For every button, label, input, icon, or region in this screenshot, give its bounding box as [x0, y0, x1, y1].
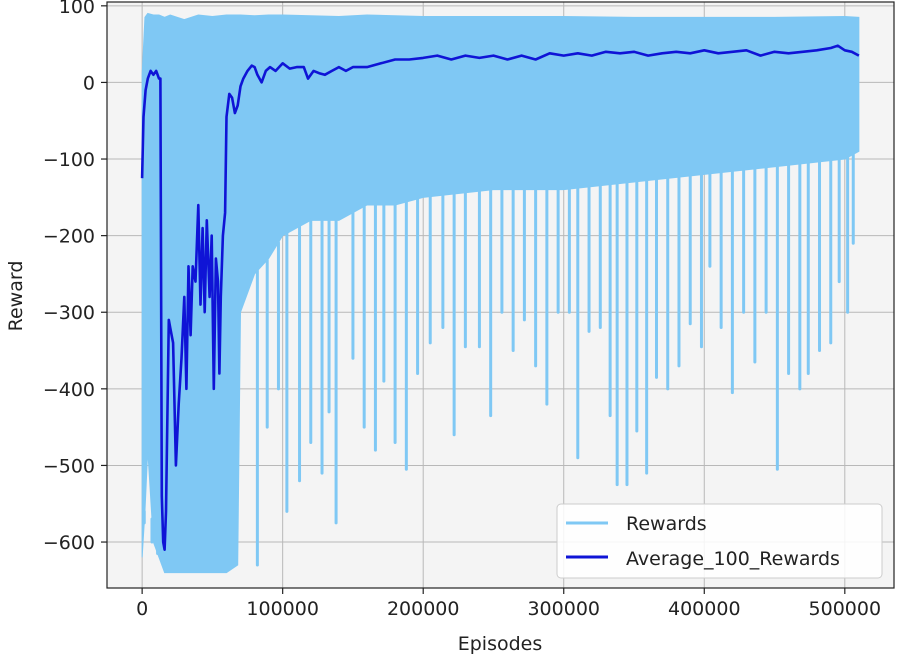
x-axis-title: Episodes	[458, 633, 543, 655]
y-tick-label: −600	[43, 532, 95, 554]
y-tick-label: −400	[43, 379, 95, 401]
y-tick-label: −100	[43, 149, 95, 171]
y-axis-ticks: 100 0 −100 −200 −300 −400 −500 −600	[43, 0, 107, 554]
y-tick-label: −500	[43, 455, 95, 477]
legend-label-rewards: Rewards	[626, 513, 707, 535]
x-tick-label: 300000	[527, 598, 600, 620]
x-tick-label: 200000	[387, 598, 460, 620]
plot-frame	[106, 1, 895, 589]
x-tick-label: 500000	[809, 598, 882, 620]
legend-label-average: Average_100_Rewards	[626, 548, 840, 570]
average-line	[140, 44, 860, 552]
x-tick-label: 400000	[668, 598, 741, 620]
y-axis-title: Reward	[5, 261, 27, 332]
average-series	[140, 44, 860, 552]
x-tick-label: 100000	[246, 598, 319, 620]
x-axis-ticks: 0 100000 200000 300000 400000 500000	[136, 588, 881, 620]
y-tick-label: 100	[59, 0, 95, 18]
y-tick-label: 0	[83, 72, 95, 94]
rewards-series	[141, 12, 860, 574]
rewards-band	[141, 12, 860, 574]
legend: Rewards Average_100_Rewards	[556, 503, 883, 579]
x-tick-label: 0	[136, 598, 148, 620]
legend-box	[556, 503, 883, 579]
y-tick-label: −300	[43, 302, 95, 324]
y-tick-label: −200	[43, 226, 95, 248]
